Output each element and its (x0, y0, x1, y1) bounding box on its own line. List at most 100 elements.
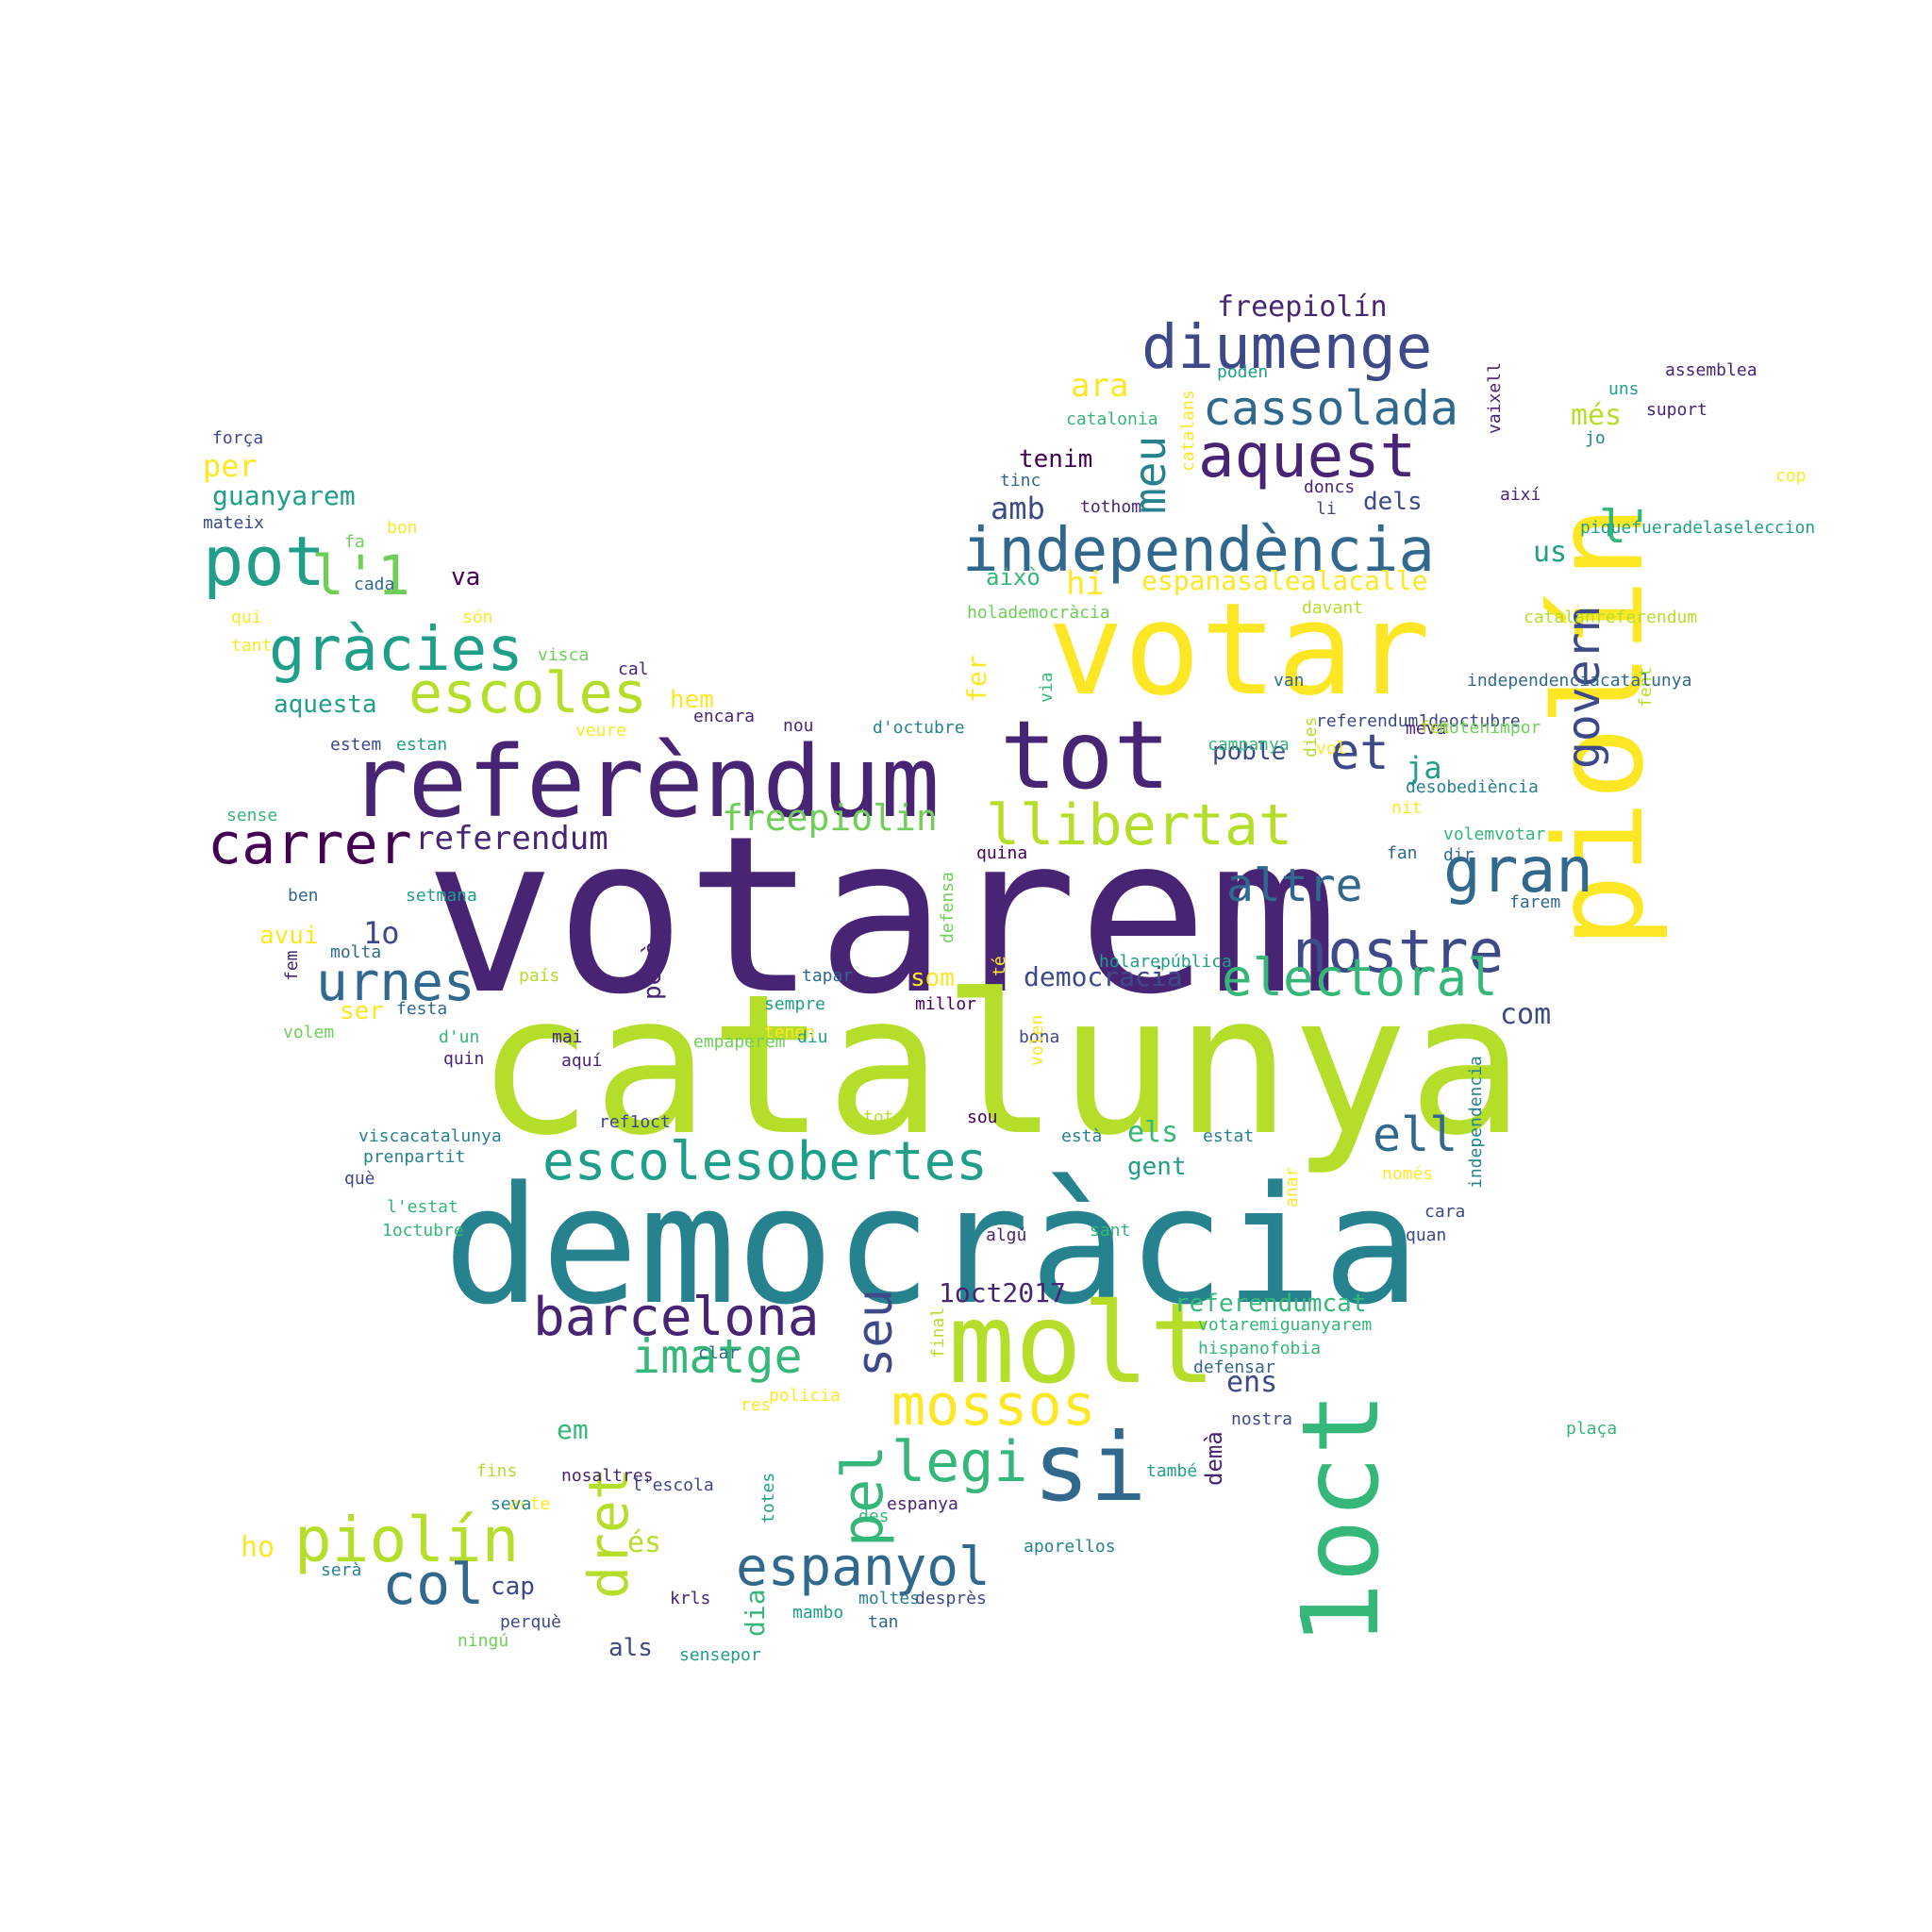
word-aquesta: aquesta (274, 691, 377, 719)
word-cara: cara (1424, 1202, 1465, 1222)
word-va: va (451, 563, 480, 591)
word-cal: cal (618, 659, 649, 679)
word-aquest: aquest (1198, 422, 1416, 491)
word-votaremiguanyarem: votaremiguanyarem (1198, 1315, 1372, 1335)
word-altre: altre (1226, 859, 1363, 912)
word-anar: anar (1282, 1166, 1302, 1208)
word-1o: 1o (363, 915, 400, 951)
word-espanya: espanya (887, 1494, 958, 1514)
word-nostra: nostra (1231, 1409, 1292, 1429)
word-nomes: només (1382, 1164, 1433, 1184)
word-seu: seu (847, 1289, 904, 1377)
word-te: té (990, 956, 1009, 976)
word-desobediencia: desobediència (1406, 777, 1539, 797)
word-defensar: defensar (1193, 1357, 1275, 1377)
word-catalans: catalans (1178, 390, 1198, 472)
word-espanyol: espanyol (736, 1537, 991, 1598)
word-ho: ho (241, 1531, 275, 1564)
word-mossos: mossos (891, 1373, 1096, 1439)
word-gracies: gràcies (269, 615, 524, 685)
word-volen: volen (1027, 1015, 1047, 1066)
word-per: per (203, 448, 258, 484)
word-als: als (608, 1634, 653, 1662)
word-sensepor: sensepor (679, 1645, 761, 1665)
word-li: li (1316, 499, 1337, 519)
word-fins: fins (476, 1461, 517, 1481)
word-ja: ja (1406, 750, 1442, 786)
word-hem: hem (670, 686, 714, 714)
word-tothom: tothom (1080, 497, 1141, 517)
word-notenimpor: notenimpor (1439, 718, 1541, 738)
word-clar: clar (698, 1343, 740, 1363)
word-acte: acte (509, 1494, 550, 1514)
word-viscacatalunya: viscacatalunya (358, 1126, 502, 1146)
word-llibertat: llibertat (986, 792, 1292, 858)
word-em: em (557, 1414, 589, 1445)
word-doncs: doncs (1304, 477, 1355, 497)
word-que: què (344, 1169, 375, 1189)
word-independencia: independència (962, 516, 1435, 586)
word-volem: volem (283, 1023, 334, 1042)
word-tenim: tenim (1019, 445, 1092, 474)
word-fet: fet (1420, 718, 1451, 738)
word-totes: totes (758, 1473, 778, 1524)
word-votarem: votarem (425, 791, 1339, 1042)
word-despres: desprès (915, 1589, 987, 1608)
word-krls: krls (670, 1589, 710, 1608)
word-referendum1deoctubre: referendum1deoctubre (1316, 711, 1521, 731)
word-tinc: tinc (1000, 471, 1041, 491)
word-placa: plaça (1566, 1419, 1617, 1439)
word-tenen: tenen (764, 1023, 815, 1042)
word-sou: sou (967, 1108, 998, 1127)
word-com: com (1500, 998, 1551, 1031)
word-seva: seva (491, 1494, 531, 1514)
word-farem: farem (1509, 892, 1560, 912)
word-escoles: escoles (408, 660, 647, 726)
word-sera: serà (321, 1560, 361, 1580)
word-molta: molta (330, 942, 381, 962)
word-pel: pel (830, 1445, 896, 1547)
word-aporellos: aporellos (1024, 1537, 1116, 1557)
word-dia: dia (740, 1589, 771, 1637)
word-ref1oct: ref1oct (599, 1112, 671, 1132)
word-pero: però (639, 941, 667, 1000)
word-cassolada: cassolada (1203, 381, 1458, 436)
word-mateix: mateix (203, 513, 264, 533)
word-davant: davant (1302, 598, 1363, 618)
word-1oct: 1oct (1280, 1391, 1403, 1646)
word-votar: votar (1047, 575, 1430, 724)
word-meva: meva (1406, 719, 1446, 739)
word-referendum: referèndum (349, 724, 940, 840)
word-quin: quin (443, 1049, 484, 1069)
word-res: res (741, 1395, 772, 1415)
word-dies: dies (1301, 717, 1321, 758)
word-guanyarem: guanyarem (212, 480, 356, 511)
word-visca: visca (538, 645, 589, 665)
word-festa: festa (396, 999, 447, 1019)
word-ens: ens (1226, 1366, 1277, 1399)
word-dir: dir (1443, 845, 1474, 865)
word-barcelona: barcelona (533, 1287, 819, 1348)
word-diu: diu (797, 1027, 828, 1047)
word-nosaltres: nosaltres (561, 1466, 654, 1486)
word-tapar: tapar (802, 966, 853, 986)
word-gran: gran (1443, 834, 1593, 907)
word-cop: cop (1775, 466, 1807, 486)
word-els: els (1127, 1116, 1178, 1149)
word-l-escola: l'escola (632, 1475, 714, 1495)
word-d-octubre: d'octubre (873, 718, 965, 738)
word-aqui: aquí (561, 1051, 602, 1071)
word-catalonia: catalonia (1066, 409, 1158, 429)
word-l-estat: l'estat (387, 1197, 458, 1217)
word-piolin: piolín (1527, 505, 1671, 948)
word-ser: ser (340, 997, 384, 1025)
word-referendumcat: referendumcat (1174, 1290, 1367, 1318)
word-bona: bona (1019, 1027, 1059, 1047)
word-catalunya: catalunya (476, 954, 1524, 1178)
word-tota: tota (863, 1108, 904, 1127)
word-democracia: democracia (1024, 961, 1183, 992)
word-nostre: nostre (1292, 917, 1504, 986)
word-hispanofobia: hispanofobia (1198, 1339, 1321, 1358)
word-ara: ara (1071, 367, 1128, 405)
